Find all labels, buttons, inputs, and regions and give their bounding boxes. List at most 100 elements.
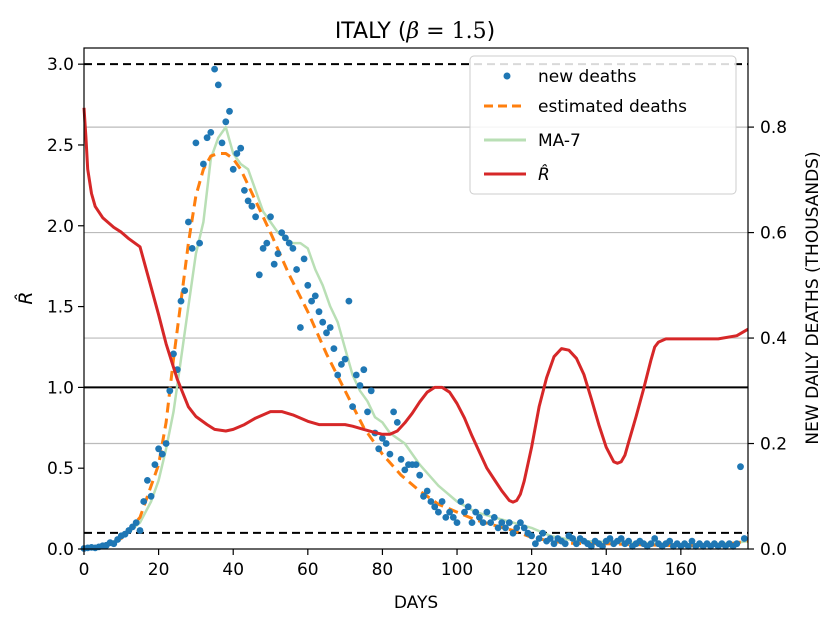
new-deaths-point [379,434,386,442]
new-deaths-point [382,440,390,447]
new-deaths-point [569,535,577,542]
new-deaths-point [188,245,196,252]
x-tick-label: 100 [441,560,473,580]
x-tick-label: 0 [79,560,90,580]
new-deaths-point [431,503,439,511]
new-deaths-point [490,514,498,521]
new-deaths-point [211,65,219,73]
x-tick-label: 40 [222,560,244,580]
new-deaths-point [136,527,144,534]
y-axis-left: 0.0 0.5 1.0 1.5 2.0 2.5 3.0 [47,55,84,560]
new-deaths-point [651,535,659,542]
new-deaths-point [263,239,271,247]
y-right-tick-label: 0.2 [760,435,787,455]
new-deaths-point [319,318,327,326]
new-deaths-point [453,519,461,526]
new-deaths-point [144,477,151,484]
new-deaths-point [267,213,274,221]
new-deaths-point [464,503,472,511]
x-tick-label: 60 [297,560,319,580]
y-right-tick-label: 0.8 [760,118,787,138]
new-deaths-point [416,471,424,479]
y-left-tick-label: 2.5 [47,136,74,156]
new-deaths-point [274,250,282,258]
new-deaths-point [259,245,267,252]
y-axis-left-label: R̂ [15,291,37,304]
new-deaths-point [546,535,554,542]
new-deaths-point [166,387,174,395]
new-deaths-point [435,508,442,516]
title-equals: = 1.5 [419,19,486,44]
grid-lines [84,126,748,445]
new-deaths-point [196,239,204,247]
x-tick-label: 160 [665,560,697,580]
y-right-tick-label: 0.6 [760,224,787,244]
new-deaths-point [375,445,383,453]
title-suffix: ) [487,19,496,44]
x-tick-label: 20 [148,560,170,580]
new-deaths-point [532,540,539,548]
new-deaths-point [483,508,491,516]
new-deaths-point [300,255,308,263]
y-axis-right: 0.0 0.2 0.4 0.6 0.8 [748,118,787,560]
new-deaths-point [550,540,558,548]
new-deaths-point [345,297,353,305]
new-deaths-point [289,245,297,252]
new-deaths-point [252,213,259,221]
new-deaths-point [505,519,513,526]
new-deaths-point [446,508,453,516]
new-deaths-point [599,543,606,550]
new-deaths-point [737,463,744,471]
y-left-tick-label: 0.0 [47,540,74,560]
legend: new deaths estimated deaths MA-7 R̂ [469,55,737,195]
x-axis: 0 20 40 60 80 100 120 140 160 [79,549,697,580]
new-deaths-point [535,535,543,542]
x-tick-label: 80 [372,560,394,580]
new-deaths-point [185,218,192,226]
legend-estimated-label: estimated deaths [538,97,687,117]
new-deaths-point [517,519,524,526]
new-deaths-point [270,260,278,268]
new-deaths-point [468,519,476,526]
plot-series [80,65,749,552]
new-deaths-point [285,239,293,247]
new-deaths-point [140,498,148,505]
new-deaths-point [476,514,483,521]
new-deaths-point [666,537,674,545]
new-deaths-point [226,107,233,115]
new-deaths-point [151,461,159,468]
new-deaths-point [330,345,338,352]
new-deaths-point [449,514,457,521]
new-deaths-point [132,519,140,526]
new-deaths-point [367,387,375,395]
x-tick-label: 120 [515,560,547,580]
new-deaths-point [255,271,263,279]
new-deaths-point [297,324,304,331]
new-deaths-point [170,350,177,358]
new-deaths-point [423,487,431,495]
new-deaths-point [155,445,163,453]
legend-new-deaths-label: new deaths [538,67,637,87]
new-deaths-point [528,532,535,540]
new-deaths-point [688,537,696,545]
x-axis-label: DAYS [394,593,438,613]
new-deaths-point [311,292,319,300]
new-deaths-point [338,361,345,368]
new-deaths-point [278,229,286,237]
new-deaths-points [80,65,748,552]
new-deaths-point [397,455,405,463]
new-deaths-point [420,492,427,500]
new-deaths-point [494,524,502,532]
new-deaths-point [352,371,360,379]
new-deaths-point [244,197,252,205]
new-deaths-point [487,519,494,526]
legend-ma7-label: MA-7 [538,131,581,151]
new-deaths-point [248,202,256,210]
new-deaths-point [282,234,289,242]
new-deaths-point [229,165,237,173]
plot-frame [83,47,749,550]
y-right-tick-label: 0.0 [760,540,787,560]
new-deaths-point [733,540,741,548]
title-prefix: ITALY ( [335,19,407,44]
